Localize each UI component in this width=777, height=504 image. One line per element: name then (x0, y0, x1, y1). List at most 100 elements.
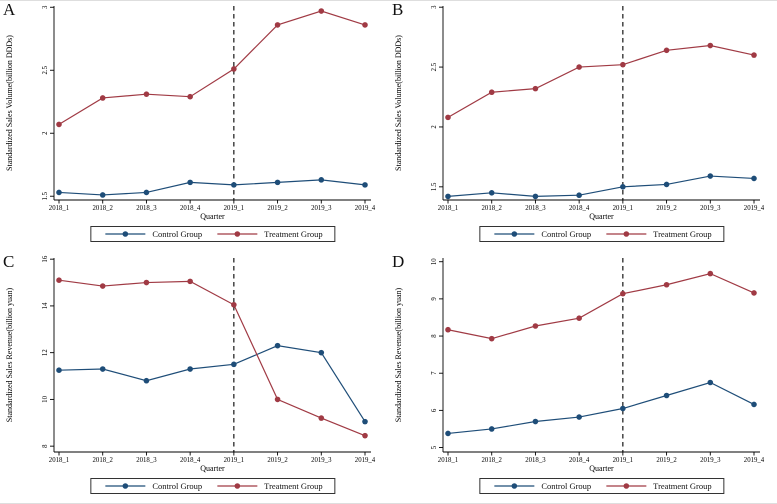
svg-text:2019_1: 2019_1 (613, 457, 633, 464)
svg-text:2019_1: 2019_1 (224, 457, 244, 464)
svg-text:2019_3: 2019_3 (700, 205, 721, 212)
svg-text:12: 12 (42, 349, 49, 356)
svg-text:2019_4: 2019_4 (744, 457, 765, 464)
legend-label-treatment: Treatment Group (264, 481, 323, 491)
svg-text:2: 2 (42, 131, 49, 135)
svg-text:Quarter: Quarter (200, 212, 225, 221)
legend-entry-treatment: Treatment Group (604, 481, 712, 491)
svg-text:Standardized Sales Volume(bill: Standardized Sales Volume(billion DDDs) (5, 35, 14, 171)
svg-text:Quarter: Quarter (589, 212, 614, 221)
panel-letter-a: A (3, 0, 16, 19)
legend-label-treatment: Treatment Group (653, 481, 712, 491)
legend-label-treatment: Treatment Group (653, 229, 712, 239)
legend-entry-treatment: Treatment Group (215, 229, 323, 239)
control-series-swatch-icon (494, 483, 535, 489)
legend-a: Control Group Treatment Group (90, 226, 336, 242)
panel-letter-d: D (392, 252, 405, 271)
figure-top-edge (0, 0, 777, 1)
svg-text:2018_2: 2018_2 (93, 205, 114, 212)
panel-letter-b: B (392, 0, 404, 19)
legend-b: Control Group Treatment Group (479, 226, 725, 242)
legend-label-control: Control Group (541, 481, 592, 491)
svg-text:Quarter: Quarter (200, 464, 225, 473)
panel-b: B 1.5 2 2.5 3 2018_1 2018_2 2018_3 2018_4 2019_1… (389, 0, 777, 252)
svg-text:2018_1: 2018_1 (438, 457, 458, 464)
legend-entry-control: Control Group (492, 481, 591, 491)
svg-text:6: 6 (431, 408, 438, 412)
svg-text:2: 2 (431, 125, 438, 129)
svg-text:2019_4: 2019_4 (355, 205, 376, 212)
legend-entry-control: Control Group (103, 229, 202, 239)
svg-text:2019_2: 2019_2 (656, 205, 677, 212)
svg-text:2018_2: 2018_2 (482, 457, 503, 464)
legend-entry-treatment: Treatment Group (215, 481, 323, 491)
legend-label-control: Control Group (152, 229, 203, 239)
control-series-swatch-icon (105, 483, 146, 489)
svg-text:2019_2: 2019_2 (267, 205, 288, 212)
svg-text:10: 10 (431, 258, 438, 265)
panel-letter-c: C (3, 252, 15, 271)
panel-d: D 5 6 7 8 9 10 2018_1 2018_2 2018_3 2018_4 2019_1 2… (389, 252, 777, 504)
svg-text:2018_4: 2018_4 (180, 457, 201, 464)
svg-text:2018_1: 2018_1 (49, 457, 69, 464)
svg-text:5: 5 (431, 445, 438, 449)
treatment-series-swatch-icon (217, 231, 258, 237)
svg-text:2018_4: 2018_4 (180, 205, 201, 212)
legend-entry-treatment: Treatment Group (604, 229, 712, 239)
line-chart-c: 8 10 12 14 16 2018_1 2018_2 2018_3 2018_4 2019_1 2… (5, 255, 376, 473)
svg-text:16: 16 (42, 255, 49, 262)
svg-text:3: 3 (431, 5, 438, 9)
svg-text:8: 8 (42, 444, 49, 448)
svg-text:3: 3 (42, 5, 49, 9)
svg-text:Standardized Sales Volume(bill: Standardized Sales Volume(billion DDDs) (394, 35, 403, 171)
legend-c: Control Group Treatment Group (90, 478, 336, 494)
svg-text:8: 8 (431, 334, 438, 338)
line-chart-d: 5 6 7 8 9 10 2018_1 2018_2 2018_3 2018_4 2019_1 201… (394, 258, 765, 473)
svg-text:14: 14 (42, 302, 49, 309)
legend-d: Control Group Treatment Group (479, 478, 725, 494)
svg-text:1.5: 1.5 (431, 182, 438, 191)
svg-text:2019_2: 2019_2 (656, 457, 677, 464)
legend-label-control: Control Group (152, 481, 203, 491)
svg-text:2018_3: 2018_3 (136, 205, 157, 212)
line-chart-b: 1.5 2 2.5 3 2018_1 2018_2 2018_3 2018_4 2019_1 20… (394, 5, 765, 221)
svg-text:2019_4: 2019_4 (355, 457, 376, 464)
svg-text:2018_1: 2018_1 (49, 205, 69, 212)
svg-text:2018_4: 2018_4 (569, 205, 590, 212)
svg-text:2019_1: 2019_1 (224, 205, 244, 212)
svg-text:2019_1: 2019_1 (613, 205, 633, 212)
svg-text:7: 7 (431, 371, 438, 375)
svg-text:2.5: 2.5 (42, 65, 49, 74)
svg-text:Quarter: Quarter (589, 464, 614, 473)
svg-text:Standardized Sales Revenue(bil: Standardized Sales Revenue(billion yuan) (394, 287, 403, 422)
legend-label-treatment: Treatment Group (264, 229, 323, 239)
svg-text:2019_3: 2019_3 (311, 205, 332, 212)
svg-text:2018_4: 2018_4 (569, 457, 590, 464)
legend-entry-control: Control Group (103, 481, 202, 491)
svg-text:2019_3: 2019_3 (311, 457, 332, 464)
svg-text:2018_3: 2018_3 (525, 205, 546, 212)
panel-a: A 1.5 2 2.5 3 2018_1 2018_2 2018_3 2018_4 2019_1… (0, 0, 388, 252)
svg-text:10: 10 (42, 395, 49, 402)
treatment-series-swatch-icon (606, 231, 647, 237)
svg-text:2019_2: 2019_2 (267, 457, 288, 464)
treatment-series-swatch-icon (217, 483, 258, 489)
svg-text:1.5: 1.5 (42, 191, 49, 200)
svg-text:2018_2: 2018_2 (482, 205, 503, 212)
svg-text:2019_3: 2019_3 (700, 457, 721, 464)
line-chart-a: 1.5 2 2.5 3 2018_1 2018_2 2018_3 2018_4 2019_1 20… (5, 5, 376, 221)
svg-text:2019_4: 2019_4 (744, 205, 765, 212)
svg-text:2018_3: 2018_3 (525, 457, 546, 464)
svg-text:9: 9 (431, 297, 438, 301)
control-series-swatch-icon (105, 231, 146, 237)
svg-text:2018_1: 2018_1 (438, 205, 458, 212)
svg-text:2018_3: 2018_3 (136, 457, 157, 464)
svg-text:2018_2: 2018_2 (93, 457, 114, 464)
legend-label-control: Control Group (541, 229, 592, 239)
svg-text:2.5: 2.5 (431, 62, 438, 71)
legend-entry-control: Control Group (492, 229, 591, 239)
control-series-swatch-icon (494, 231, 535, 237)
svg-text:Standardized Sales Revenue(bil: Standardized Sales Revenue(billion yuan) (5, 287, 14, 422)
treatment-series-swatch-icon (606, 483, 647, 489)
